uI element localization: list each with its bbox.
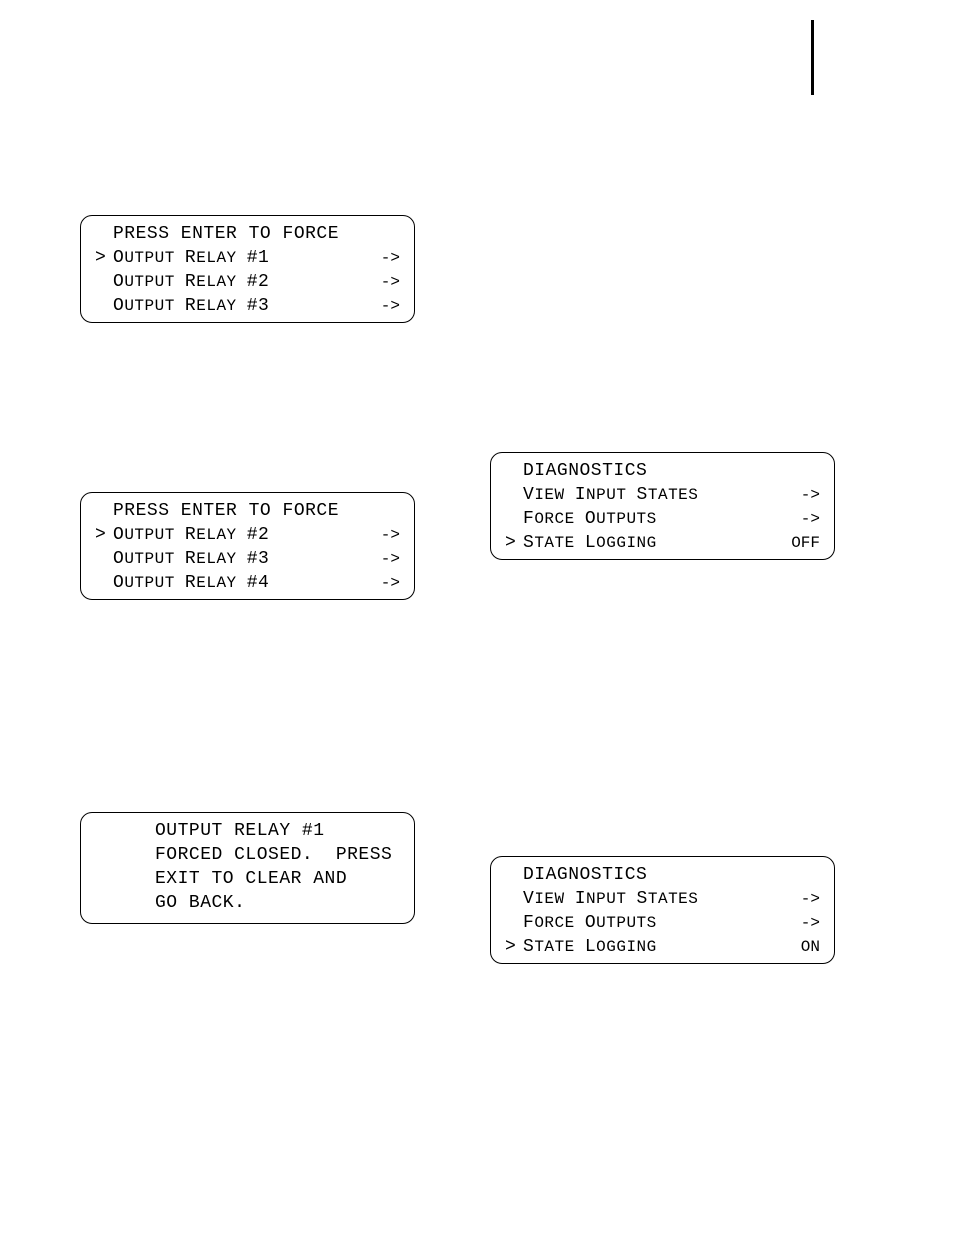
lcd-force-outputs-2: PRESS ENTER TO FORCE > OUTPUT RELAY #2 -…: [80, 492, 415, 600]
menu-value: ->: [772, 507, 820, 531]
menu-row-relay-3[interactable]: OUTPUT RELAY #3 ->: [95, 547, 400, 571]
menu-row-relay-2[interactable]: OUTPUT RELAY #2 ->: [95, 270, 400, 294]
menu-row-view-input-states[interactable]: VIEW INPUT STATES ->: [505, 887, 820, 911]
page: PRESS ENTER TO FORCE > OUTPUT RELAY #1 -…: [0, 0, 954, 1235]
page-cut-mark: [811, 20, 814, 95]
menu-value: ->: [772, 887, 820, 911]
menu-value: ->: [772, 483, 820, 507]
menu-label: VIEW INPUT STATES: [523, 483, 772, 507]
menu-row-force-outputs[interactable]: FORCE OUTPUTS ->: [505, 507, 820, 531]
lcd-diagnostics-on: DIAGNOSTICS VIEW INPUT STATES -> FORCE O…: [490, 856, 835, 964]
message-line: OUTPUT RELAY #1: [95, 819, 400, 843]
lcd-diagnostics-off: DIAGNOSTICS VIEW INPUT STATES -> FORCE O…: [490, 452, 835, 560]
menu-label: VIEW INPUT STATES: [523, 887, 772, 911]
menu-value: OFF: [772, 531, 820, 555]
cursor-icon: >: [505, 935, 523, 959]
message-line: GO BACK.: [95, 891, 400, 915]
menu-row-force-outputs[interactable]: FORCE OUTPUTS ->: [505, 911, 820, 935]
lcd-header-row: PRESS ENTER TO FORCE: [95, 222, 400, 246]
menu-row-relay-3[interactable]: OUTPUT RELAY #3 ->: [95, 294, 400, 318]
menu-value: ->: [772, 911, 820, 935]
menu-row-state-logging[interactable]: > STATE LOGGING ON: [505, 935, 820, 959]
lcd-header: DIAGNOSTICS: [523, 863, 647, 887]
lcd-header: DIAGNOSTICS: [523, 459, 647, 483]
menu-row-relay-1[interactable]: > OUTPUT RELAY #1 ->: [95, 246, 400, 270]
menu-label: FORCE OUTPUTS: [523, 911, 772, 935]
menu-row-relay-4[interactable]: OUTPUT RELAY #4 ->: [95, 571, 400, 595]
lcd-force-outputs-1: PRESS ENTER TO FORCE > OUTPUT RELAY #1 -…: [80, 215, 415, 323]
lcd-header-row: DIAGNOSTICS: [505, 459, 820, 483]
menu-label: OUTPUT RELAY #4: [113, 571, 352, 595]
menu-value: ->: [352, 547, 400, 571]
cursor-icon: >: [95, 523, 113, 547]
menu-value: ->: [352, 246, 400, 270]
lcd-forced-message: OUTPUT RELAY #1 FORCED CLOSED. PRESS EXI…: [80, 812, 415, 924]
menu-value: ->: [352, 270, 400, 294]
menu-label: STATE LOGGING: [523, 531, 772, 555]
menu-value: ->: [352, 523, 400, 547]
lcd-header-row: DIAGNOSTICS: [505, 863, 820, 887]
menu-label: OUTPUT RELAY #2: [113, 523, 352, 547]
lcd-header: PRESS ENTER TO FORCE: [113, 222, 339, 246]
menu-label: FORCE OUTPUTS: [523, 507, 772, 531]
lcd-header: PRESS ENTER TO FORCE: [113, 499, 339, 523]
menu-row-state-logging[interactable]: > STATE LOGGING OFF: [505, 531, 820, 555]
menu-value: ->: [352, 571, 400, 595]
menu-row-view-input-states[interactable]: VIEW INPUT STATES ->: [505, 483, 820, 507]
menu-label: OUTPUT RELAY #3: [113, 547, 352, 571]
message-line: FORCED CLOSED. PRESS: [95, 843, 400, 867]
menu-value: ->: [352, 294, 400, 318]
menu-row-relay-2[interactable]: > OUTPUT RELAY #2 ->: [95, 523, 400, 547]
menu-label: STATE LOGGING: [523, 935, 772, 959]
menu-label: OUTPUT RELAY #3: [113, 294, 352, 318]
message-line: EXIT TO CLEAR AND: [95, 867, 400, 891]
menu-label: OUTPUT RELAY #1: [113, 246, 352, 270]
menu-value: ON: [772, 935, 820, 959]
cursor-icon: >: [505, 531, 523, 555]
menu-label: OUTPUT RELAY #2: [113, 270, 352, 294]
cursor-icon: >: [95, 246, 113, 270]
lcd-header-row: PRESS ENTER TO FORCE: [95, 499, 400, 523]
